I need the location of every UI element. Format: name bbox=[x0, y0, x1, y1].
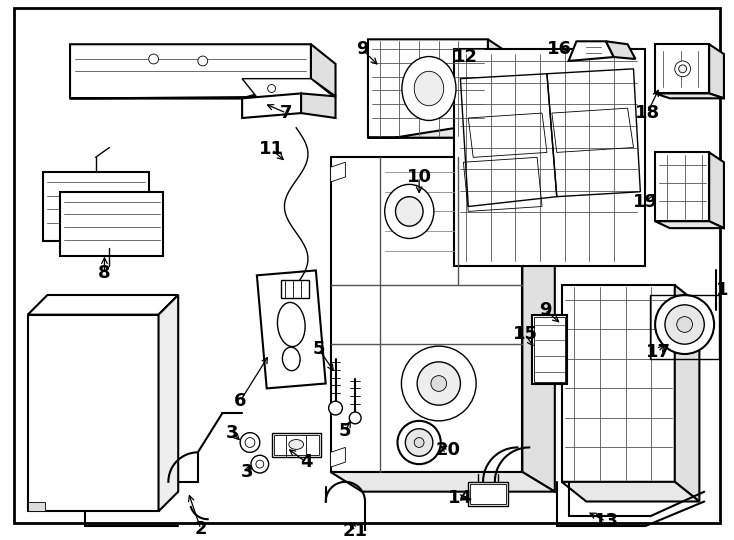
Text: 8: 8 bbox=[98, 265, 111, 282]
Text: 3: 3 bbox=[241, 463, 253, 481]
Circle shape bbox=[349, 412, 361, 424]
Polygon shape bbox=[655, 93, 724, 98]
Polygon shape bbox=[311, 44, 335, 96]
Polygon shape bbox=[562, 285, 675, 482]
Polygon shape bbox=[655, 44, 709, 93]
Text: 1: 1 bbox=[716, 281, 728, 299]
Text: 3: 3 bbox=[226, 424, 239, 442]
Text: 15: 15 bbox=[513, 325, 538, 343]
Polygon shape bbox=[28, 295, 178, 315]
Circle shape bbox=[240, 433, 260, 453]
Text: 13: 13 bbox=[594, 512, 619, 530]
Polygon shape bbox=[159, 295, 178, 511]
Polygon shape bbox=[562, 482, 700, 502]
Polygon shape bbox=[709, 152, 724, 228]
Polygon shape bbox=[532, 315, 567, 383]
Circle shape bbox=[417, 362, 460, 405]
Polygon shape bbox=[330, 472, 555, 491]
Polygon shape bbox=[606, 41, 636, 59]
Circle shape bbox=[268, 85, 275, 92]
Circle shape bbox=[401, 346, 476, 421]
Circle shape bbox=[679, 65, 686, 73]
Polygon shape bbox=[468, 482, 508, 507]
Polygon shape bbox=[368, 118, 517, 138]
Circle shape bbox=[256, 460, 264, 468]
Polygon shape bbox=[301, 93, 335, 118]
Ellipse shape bbox=[288, 440, 304, 449]
Text: 12: 12 bbox=[453, 48, 478, 66]
Text: 2: 2 bbox=[195, 520, 207, 538]
Circle shape bbox=[665, 305, 705, 344]
Circle shape bbox=[431, 376, 447, 392]
Text: 17: 17 bbox=[646, 343, 671, 361]
Polygon shape bbox=[330, 162, 346, 182]
Polygon shape bbox=[70, 96, 335, 98]
Ellipse shape bbox=[402, 57, 456, 120]
Text: 4: 4 bbox=[299, 453, 312, 471]
Polygon shape bbox=[368, 39, 488, 138]
Circle shape bbox=[329, 401, 343, 415]
Polygon shape bbox=[523, 157, 555, 491]
Text: 21: 21 bbox=[343, 522, 368, 540]
Text: 5: 5 bbox=[313, 340, 325, 358]
Polygon shape bbox=[257, 271, 326, 388]
Circle shape bbox=[149, 54, 159, 64]
Ellipse shape bbox=[396, 197, 423, 226]
Ellipse shape bbox=[414, 71, 443, 106]
Text: 5: 5 bbox=[339, 422, 352, 440]
Bar bbox=[281, 280, 309, 298]
Text: 16: 16 bbox=[548, 40, 573, 58]
Polygon shape bbox=[43, 172, 149, 241]
Ellipse shape bbox=[277, 302, 305, 347]
Polygon shape bbox=[655, 152, 709, 221]
Ellipse shape bbox=[385, 184, 434, 239]
Text: 20: 20 bbox=[436, 441, 461, 460]
Polygon shape bbox=[60, 192, 164, 255]
Polygon shape bbox=[242, 93, 301, 118]
Circle shape bbox=[675, 61, 691, 77]
Text: 9: 9 bbox=[356, 40, 368, 58]
Circle shape bbox=[655, 295, 714, 354]
Polygon shape bbox=[709, 44, 724, 98]
Text: 9: 9 bbox=[539, 301, 551, 319]
Text: 14: 14 bbox=[448, 489, 473, 507]
Text: 11: 11 bbox=[259, 140, 284, 158]
Circle shape bbox=[198, 56, 208, 66]
Circle shape bbox=[414, 437, 424, 448]
Circle shape bbox=[405, 429, 433, 456]
Text: 10: 10 bbox=[407, 168, 432, 186]
Polygon shape bbox=[28, 502, 46, 511]
Circle shape bbox=[245, 437, 255, 448]
Text: 7: 7 bbox=[280, 104, 293, 122]
Polygon shape bbox=[330, 448, 346, 467]
Polygon shape bbox=[28, 315, 159, 511]
Text: 18: 18 bbox=[635, 104, 660, 122]
Circle shape bbox=[677, 316, 692, 332]
Polygon shape bbox=[272, 433, 321, 457]
Circle shape bbox=[398, 421, 440, 464]
Circle shape bbox=[251, 455, 269, 473]
Polygon shape bbox=[242, 79, 335, 103]
Polygon shape bbox=[330, 157, 523, 472]
Polygon shape bbox=[488, 39, 517, 118]
Bar bbox=[454, 49, 645, 266]
Text: 6: 6 bbox=[234, 392, 247, 410]
Ellipse shape bbox=[283, 347, 300, 370]
Polygon shape bbox=[655, 221, 724, 228]
Polygon shape bbox=[675, 285, 700, 502]
Polygon shape bbox=[569, 41, 614, 61]
Polygon shape bbox=[70, 44, 311, 98]
Text: 19: 19 bbox=[633, 193, 658, 211]
